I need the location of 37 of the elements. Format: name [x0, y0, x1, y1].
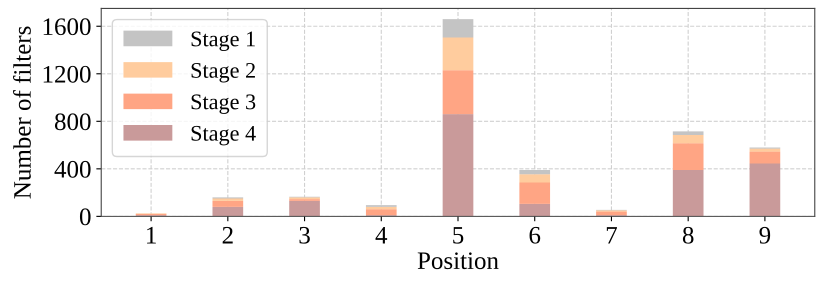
x-tick-label: 2: [222, 226, 233, 244]
y-tick-label: 1600: [44, 18, 91, 36]
bar: [212, 200, 244, 207]
x-tick-label: 8: [682, 226, 694, 244]
y-tick-label: 400: [54, 160, 91, 178]
legend-label: Stage 2: [192, 62, 255, 82]
x-tick-label: 4: [376, 226, 388, 244]
x-tick-label: 3: [299, 226, 310, 244]
bar: [442, 114, 474, 216]
x-tick-label: 7: [606, 227, 617, 244]
x-tick-label: 9: [759, 226, 770, 244]
bar: [366, 209, 397, 216]
bar: [672, 134, 704, 144]
bar: [596, 212, 627, 216]
bar: [750, 152, 780, 164]
legend-label: Stage 4: [192, 126, 256, 146]
bar: [442, 38, 474, 70]
y-tick-label: 800: [54, 113, 91, 130]
x-axis-title: Position: [418, 252, 499, 270]
bar: [289, 200, 320, 216]
bar: [519, 204, 550, 216]
x-tick-label: 1: [147, 226, 156, 244]
bar: [750, 163, 780, 216]
x-tick-label: 6: [530, 226, 540, 244]
legend-label: Stage 1: [192, 31, 255, 52]
bar: [750, 148, 780, 152]
bar: [519, 174, 550, 183]
x-tick-label: 5: [453, 227, 464, 244]
bar: [672, 170, 704, 216]
bar: [672, 143, 704, 170]
bar: [442, 70, 474, 114]
y-tick-label: 1200: [44, 66, 91, 83]
bar: [519, 182, 550, 204]
legend-label: Stage 3: [192, 94, 256, 114]
y-tick-label: 0: [80, 208, 91, 226]
y-axis-title: Number of filters: [13, 26, 31, 198]
bar: [212, 206, 244, 216]
